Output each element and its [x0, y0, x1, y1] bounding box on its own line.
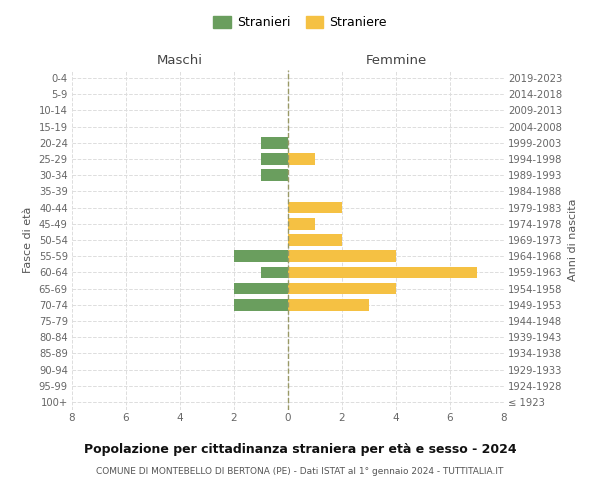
Bar: [261, 137, 288, 148]
Bar: [261, 266, 288, 278]
Bar: [234, 282, 288, 294]
Text: Maschi: Maschi: [157, 54, 203, 67]
Y-axis label: Anni di nascita: Anni di nascita: [568, 198, 578, 281]
Bar: [288, 266, 477, 278]
Bar: [288, 299, 369, 310]
Bar: [234, 299, 288, 310]
Bar: [261, 170, 288, 181]
Bar: [288, 234, 342, 246]
Bar: [234, 250, 288, 262]
Y-axis label: Fasce di età: Fasce di età: [23, 207, 33, 273]
Text: Popolazione per cittadinanza straniera per età e sesso - 2024: Popolazione per cittadinanza straniera p…: [83, 442, 517, 456]
Bar: [288, 202, 342, 213]
Bar: [261, 153, 288, 165]
Legend: Stranieri, Straniere: Stranieri, Straniere: [208, 11, 392, 34]
Text: COMUNE DI MONTEBELLO DI BERTONA (PE) - Dati ISTAT al 1° gennaio 2024 - TUTTITALI: COMUNE DI MONTEBELLO DI BERTONA (PE) - D…: [97, 468, 503, 476]
Bar: [288, 153, 315, 165]
Bar: [288, 282, 396, 294]
Bar: [288, 250, 396, 262]
Text: Femmine: Femmine: [365, 54, 427, 67]
Bar: [288, 218, 315, 230]
